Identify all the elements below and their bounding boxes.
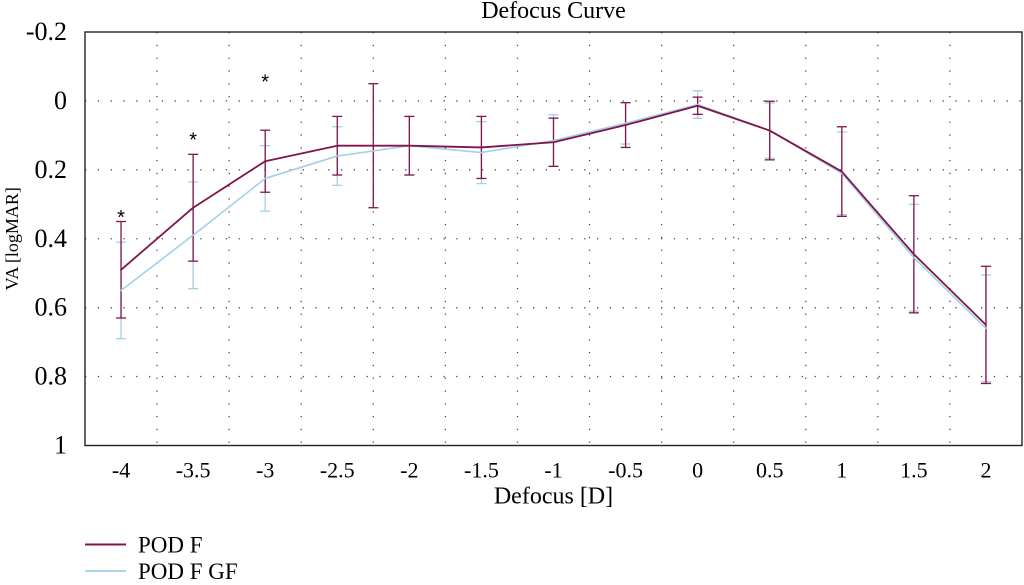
svg-text:0: 0	[692, 458, 703, 483]
svg-text:*: *	[117, 207, 125, 229]
svg-text:-0.2: -0.2	[26, 17, 67, 46]
svg-text:VA [logMAR]: VA [logMAR]	[2, 187, 22, 290]
svg-text:POD F GF: POD F GF	[138, 559, 238, 584]
svg-text:-4: -4	[112, 458, 130, 483]
svg-text:0.8: 0.8	[35, 362, 68, 391]
svg-text:Defocus Curve: Defocus Curve	[481, 0, 626, 24]
svg-text:-2.5: -2.5	[320, 458, 355, 483]
svg-text:-3.5: -3.5	[176, 458, 211, 483]
svg-text:-1.5: -1.5	[464, 458, 499, 483]
svg-text:1: 1	[836, 458, 847, 483]
svg-text:-1: -1	[544, 458, 562, 483]
svg-text:*: *	[189, 130, 197, 152]
svg-text:0.6: 0.6	[35, 293, 68, 322]
svg-text:1.5: 1.5	[900, 458, 928, 483]
svg-text:0: 0	[54, 86, 67, 115]
svg-text:Defocus [D]: Defocus [D]	[494, 484, 613, 510]
svg-text:-0.5: -0.5	[608, 458, 643, 483]
svg-text:-3: -3	[256, 458, 274, 483]
svg-text:1: 1	[54, 431, 67, 460]
svg-text:2: 2	[980, 458, 991, 483]
svg-text:POD F: POD F	[138, 533, 203, 558]
svg-text:0.5: 0.5	[756, 458, 784, 483]
svg-text:*: *	[261, 72, 269, 94]
svg-text:-2: -2	[400, 458, 418, 483]
svg-text:0.4: 0.4	[35, 224, 68, 253]
svg-text:0.2: 0.2	[35, 155, 68, 184]
